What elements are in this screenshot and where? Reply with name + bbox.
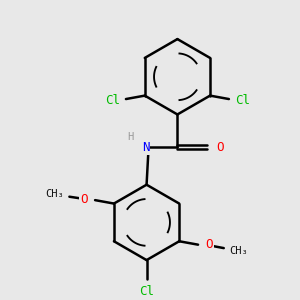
Text: Cl: Cl — [139, 286, 154, 298]
Text: N: N — [142, 140, 149, 154]
Text: CH₃: CH₃ — [229, 246, 248, 256]
Text: O: O — [80, 193, 88, 206]
Text: Cl: Cl — [235, 94, 250, 107]
Text: O: O — [205, 238, 213, 251]
Text: CH₃: CH₃ — [46, 189, 64, 199]
Text: O: O — [216, 140, 223, 154]
Text: H: H — [127, 132, 134, 142]
Text: Cl: Cl — [105, 94, 120, 107]
